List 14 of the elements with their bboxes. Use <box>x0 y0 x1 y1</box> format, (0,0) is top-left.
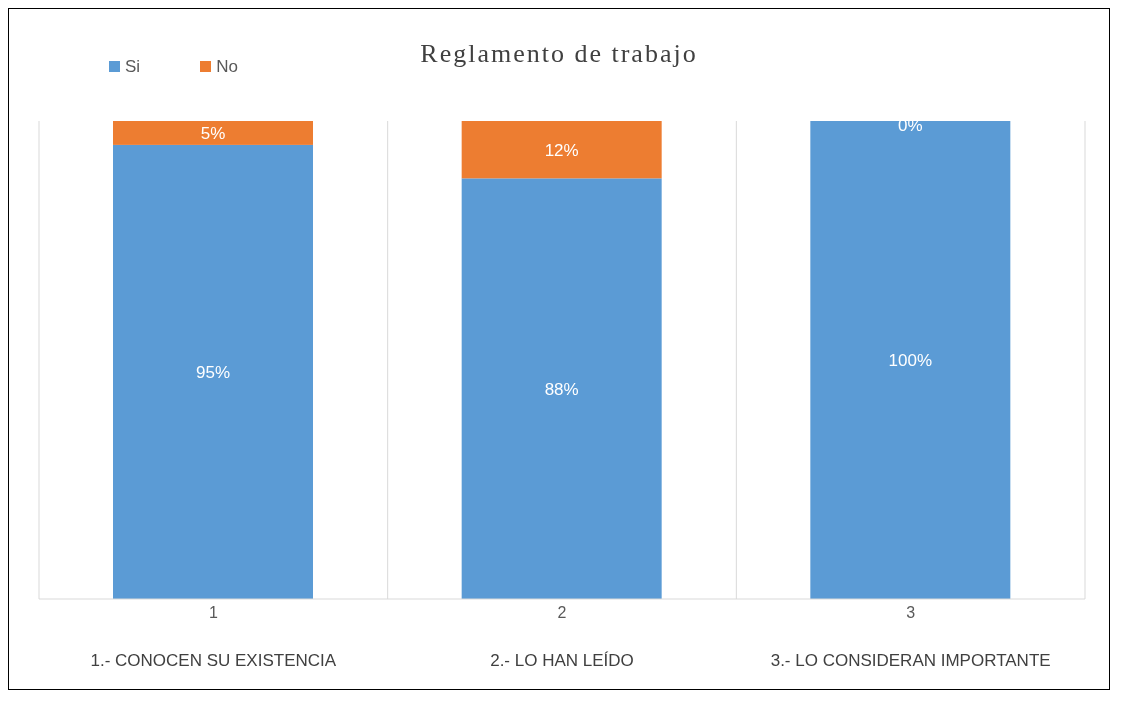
x-tick-label: 3 <box>906 604 916 622</box>
data-label: 95% <box>195 362 231 382</box>
data-label: 88% <box>544 379 579 399</box>
x-tick-label: 2 <box>557 604 567 622</box>
text: 2.- LO HAN LEÍDO <box>489 651 635 671</box>
x-tick-label: 1 <box>208 604 218 622</box>
text: 3.- LO CONSIDERAN IMPORTANTE <box>769 651 1052 671</box>
data-label: 5% <box>200 123 226 143</box>
data-label: 100% <box>888 351 933 370</box>
chart-title: Reglamento de trabajo <box>420 39 698 68</box>
legend-label: Si <box>124 57 141 77</box>
text: 1.- CONOCEN SU EXISTENCIA <box>89 651 338 671</box>
data-label: 12% <box>544 140 579 160</box>
legend-label: No <box>215 57 238 77</box>
